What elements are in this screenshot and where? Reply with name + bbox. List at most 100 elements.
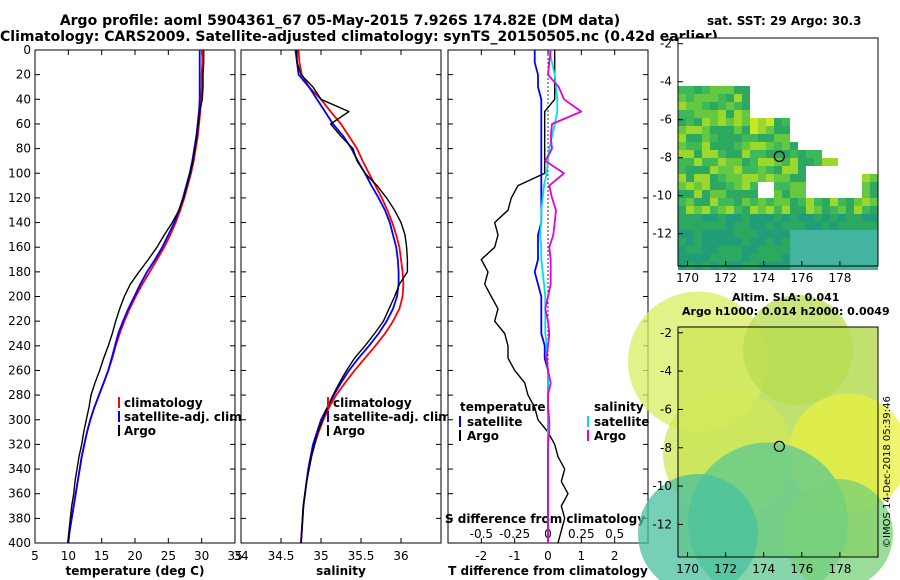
sst-map-cell bbox=[862, 214, 870, 222]
sst-map-cell bbox=[686, 110, 694, 118]
diff-xlabel: T difference from climatology bbox=[448, 564, 648, 578]
sst-map-cell bbox=[710, 102, 718, 110]
sst-map-cell bbox=[790, 142, 798, 150]
diff-legend-temp-title: temperature bbox=[460, 400, 545, 414]
sst-map-cell bbox=[702, 102, 710, 110]
sst-map-cell bbox=[750, 174, 758, 182]
sst-map-cell bbox=[790, 190, 798, 198]
sst-map-cell bbox=[710, 214, 718, 222]
depth-tick-label: 380 bbox=[8, 511, 31, 525]
sst-map-cell bbox=[686, 206, 694, 214]
sst-map-cell bbox=[694, 118, 702, 126]
sal-xlabel: salinity bbox=[316, 564, 366, 578]
sst-map-cell bbox=[774, 198, 782, 206]
sst-map-cell bbox=[854, 206, 862, 214]
sst-map-cell bbox=[750, 158, 758, 166]
sst-map-cell bbox=[862, 174, 870, 182]
sst-map-cell bbox=[750, 118, 758, 126]
sst-map-cell bbox=[718, 238, 726, 246]
sst-map-cell bbox=[686, 118, 694, 126]
sst-map-cell bbox=[726, 158, 734, 166]
sst-map-cell bbox=[694, 246, 702, 254]
sst-map-cell bbox=[702, 198, 710, 206]
depth-tick-label: 40 bbox=[16, 92, 31, 106]
sst-map-cell bbox=[870, 190, 878, 198]
sst-map-cell bbox=[790, 166, 798, 174]
temp-xtick-label: 25 bbox=[161, 549, 176, 563]
sal-xtick-label: 34 bbox=[233, 549, 248, 563]
sst-map-cell bbox=[790, 150, 798, 158]
sst-map-cell bbox=[806, 246, 814, 254]
diff-legend-s-label: satellite bbox=[594, 415, 649, 429]
sst-map-cell bbox=[782, 198, 790, 206]
sst-map-cell bbox=[686, 174, 694, 182]
sal-legend-label: climatology bbox=[333, 396, 412, 410]
sst-map-cell bbox=[782, 126, 790, 134]
sst-map-cell bbox=[702, 150, 710, 158]
sst-map-cell bbox=[846, 222, 854, 230]
sst-map-cell bbox=[774, 150, 782, 158]
sst-map-cell bbox=[766, 118, 774, 126]
diff-top-tick-label: -0.25 bbox=[499, 527, 530, 541]
diff-legend-sal-title: salinity bbox=[594, 400, 644, 414]
sst-map-cell bbox=[870, 214, 878, 222]
sla-map-anomaly-blob bbox=[743, 295, 853, 405]
sst-map-cell bbox=[710, 182, 718, 190]
sst-map-cell bbox=[742, 110, 750, 118]
sst-map-cell bbox=[694, 206, 702, 214]
sst-map-cell bbox=[838, 238, 846, 246]
sst-map-cell bbox=[734, 222, 742, 230]
sst-map-cell bbox=[694, 102, 702, 110]
sst-map-cell bbox=[782, 142, 790, 150]
sst-map-cell bbox=[766, 134, 774, 142]
sst-map-cell bbox=[742, 150, 750, 158]
sst-map-cell bbox=[798, 190, 806, 198]
sst-map-cell bbox=[790, 206, 798, 214]
sst-map-cell bbox=[782, 206, 790, 214]
sal-xtick-label: 34.5 bbox=[268, 549, 295, 563]
sst-map-cell bbox=[774, 230, 782, 238]
temp-xlabel: temperature (deg C) bbox=[66, 564, 205, 578]
sst-map-cell bbox=[854, 222, 862, 230]
sst-map-cell bbox=[870, 246, 878, 254]
depth-tick-label: 220 bbox=[8, 314, 31, 328]
sst-map-cell bbox=[686, 246, 694, 254]
sst-map-cell bbox=[702, 166, 710, 174]
sst-map-cell bbox=[798, 150, 806, 158]
sal-xtick-label: 35 bbox=[313, 549, 328, 563]
sst-map-cell bbox=[750, 190, 758, 198]
sst-map-cell bbox=[806, 254, 814, 262]
sst-map-cell bbox=[806, 230, 814, 238]
sst-map-cell bbox=[798, 198, 806, 206]
sst-map-cell bbox=[686, 158, 694, 166]
sst-map-cell bbox=[742, 126, 750, 134]
sst-map-cell bbox=[742, 190, 750, 198]
sst-map-cell bbox=[814, 238, 822, 246]
sst-map-cell bbox=[846, 214, 854, 222]
sst-map-cell bbox=[726, 118, 734, 126]
sst-map-cell bbox=[726, 222, 734, 230]
sst-map-cell bbox=[734, 214, 742, 222]
sst-map-cell bbox=[710, 238, 718, 246]
sst-map-cell bbox=[830, 214, 838, 222]
sst-map-cell bbox=[742, 102, 750, 110]
sst-map-cell bbox=[734, 174, 742, 182]
sst-map-cell bbox=[766, 206, 774, 214]
diff-line-targo bbox=[480, 50, 569, 544]
sst-map-cell bbox=[870, 182, 878, 190]
depth-tick-label: 140 bbox=[8, 216, 31, 230]
sst-map-cell bbox=[710, 134, 718, 142]
sst-map-cell bbox=[774, 134, 782, 142]
sst-map-cell bbox=[766, 246, 774, 254]
sst-map-cell bbox=[742, 214, 750, 222]
sla-map-xtick-label: 170 bbox=[676, 562, 699, 576]
sst-map-cell bbox=[726, 230, 734, 238]
sst-map-cell bbox=[710, 206, 718, 214]
sst-map-cell bbox=[734, 166, 742, 174]
sst-map-cell bbox=[710, 142, 718, 150]
sst-map-cell bbox=[726, 206, 734, 214]
sst-map-cell bbox=[782, 222, 790, 230]
sst-map-cell bbox=[694, 158, 702, 166]
sst-map-cell bbox=[742, 142, 750, 150]
sst-map-ytick-label: -2 bbox=[660, 37, 672, 51]
